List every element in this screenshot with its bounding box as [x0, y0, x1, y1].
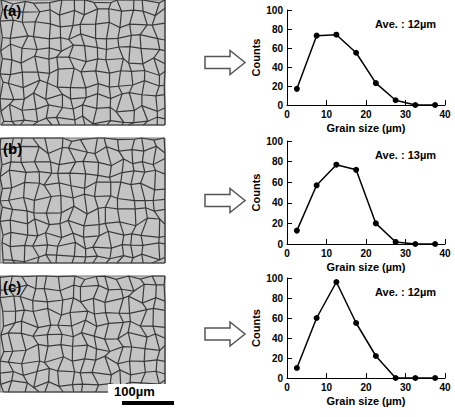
svg-text:80: 80 — [272, 156, 284, 167]
svg-text:10: 10 — [321, 109, 333, 120]
svg-text:Counts: Counts — [250, 174, 262, 212]
svg-text:80: 80 — [272, 24, 284, 35]
svg-text:20: 20 — [360, 382, 372, 393]
svg-text:10: 10 — [321, 382, 333, 393]
svg-text:60: 60 — [272, 313, 284, 324]
svg-text:(c): (c) — [3, 278, 21, 295]
svg-text:Ave. : 12µm: Ave. : 12µm — [375, 286, 436, 298]
svg-text:Grain size (µm): Grain size (µm) — [326, 122, 405, 134]
svg-text:0: 0 — [284, 109, 290, 120]
svg-text:40: 40 — [272, 333, 284, 344]
svg-text:40: 40 — [439, 248, 451, 259]
svg-text:Counts: Counts — [250, 39, 262, 77]
svg-text:40: 40 — [439, 382, 451, 393]
svg-text:20: 20 — [272, 353, 284, 364]
svg-text:0: 0 — [277, 373, 283, 384]
svg-text:(a): (a) — [3, 2, 21, 19]
svg-text:20: 20 — [360, 109, 372, 120]
svg-text:(b): (b) — [3, 140, 22, 157]
svg-text:Ave. : 13µm: Ave. : 13µm — [375, 149, 436, 161]
svg-text:Ave. : 12µm: Ave. : 12µm — [375, 18, 436, 30]
svg-text:30: 30 — [400, 109, 412, 120]
svg-text:10: 10 — [321, 248, 333, 259]
svg-text:20: 20 — [360, 248, 372, 259]
svg-text:30: 30 — [400, 248, 412, 259]
svg-text:40: 40 — [272, 197, 284, 208]
svg-text:100µm: 100µm — [114, 384, 155, 399]
svg-text:Grain size (µm): Grain size (µm) — [326, 261, 405, 273]
svg-text:100: 100 — [266, 5, 283, 16]
svg-text:20: 20 — [272, 218, 284, 229]
svg-text:0: 0 — [284, 382, 290, 393]
svg-text:Counts: Counts — [250, 309, 262, 347]
svg-text:60: 60 — [272, 43, 284, 54]
svg-text:60: 60 — [272, 177, 284, 188]
svg-text:20: 20 — [272, 81, 284, 92]
svg-text:30: 30 — [400, 382, 412, 393]
svg-text:80: 80 — [272, 293, 284, 304]
svg-text:Grain size (µm): Grain size (µm) — [326, 395, 405, 407]
svg-text:0: 0 — [277, 239, 283, 250]
svg-text:0: 0 — [284, 248, 290, 259]
svg-text:40: 40 — [272, 62, 284, 73]
svg-text:100: 100 — [266, 273, 283, 284]
svg-text:0: 0 — [277, 100, 283, 111]
svg-text:100: 100 — [266, 136, 283, 147]
svg-text:40: 40 — [439, 109, 451, 120]
